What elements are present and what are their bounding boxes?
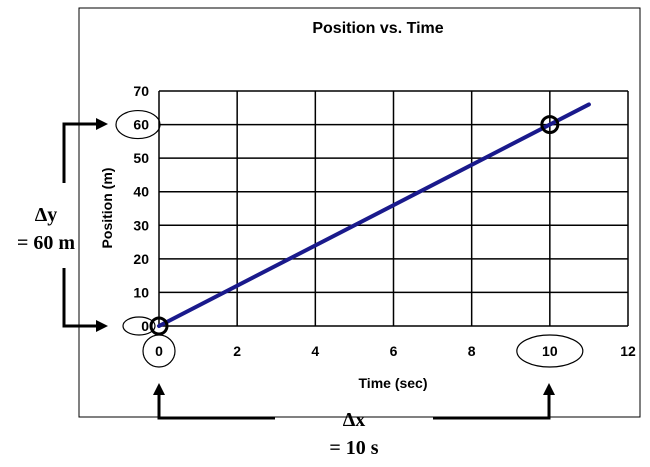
grid (158, 90, 629, 327)
delta-y-lower-bracket (62, 268, 100, 328)
x-axis-label: Time (sec) (359, 375, 428, 391)
y-value-callout (115, 109, 161, 140)
chart-frame (78, 7, 641, 418)
x-tick-label: 10 (542, 343, 558, 359)
tick-labels: 0 10 20 30 40 50 60 70 0 2 4 6 8 10 12 (133, 83, 636, 359)
delta-y-symbol: Δy (35, 204, 58, 226)
y-value-callout (122, 316, 156, 336)
highlighted-point (149, 316, 169, 336)
delta-x-symbol: Δx (343, 409, 366, 431)
x-tick-label: 12 (620, 343, 636, 359)
x-tick-label: 2 (233, 343, 241, 359)
delta-y-upper-bracket (62, 122, 100, 183)
chart-title: Position vs. Time (312, 20, 443, 37)
x-tick-label: 4 (311, 343, 319, 359)
delta-y-lower-arrowhead (96, 320, 108, 332)
delta-x-left-bracket (157, 392, 275, 420)
y-tick-label: 20 (133, 251, 149, 267)
x-tick-label: 0 (155, 343, 163, 359)
y-tick-label: 70 (133, 83, 149, 99)
y-tick-label: 40 (133, 184, 149, 200)
series-line (157, 102, 591, 328)
y-tick-label: 30 (133, 217, 149, 233)
y-tick-label: 50 (133, 150, 149, 166)
y-tick-label: 0 (141, 318, 149, 334)
series-layer (157, 102, 591, 328)
delta-x-value: = 10 s (329, 437, 378, 459)
y-tick-label: 60 (133, 117, 149, 133)
delta-x-annotation: Δx = 10 s (153, 383, 555, 459)
highlight-layer (115, 109, 584, 368)
delta-y-value: = 60 m (17, 232, 75, 254)
delta-y-upper-arrowhead (96, 118, 108, 130)
y-tick-label: 10 (133, 284, 149, 300)
delta-x-right-arrowhead (543, 383, 555, 395)
x-value-callout (142, 334, 176, 368)
highlighted-point (540, 115, 560, 135)
x-tick-label: 8 (468, 343, 476, 359)
delta-y-annotation: Δy = 60 m (17, 118, 108, 332)
x-tick-label: 6 (390, 343, 398, 359)
delta-x-left-arrowhead (153, 383, 165, 395)
delta-x-right-bracket (433, 392, 551, 420)
y-axis-label: Position (m) (99, 168, 115, 249)
x-value-callout (516, 334, 584, 368)
